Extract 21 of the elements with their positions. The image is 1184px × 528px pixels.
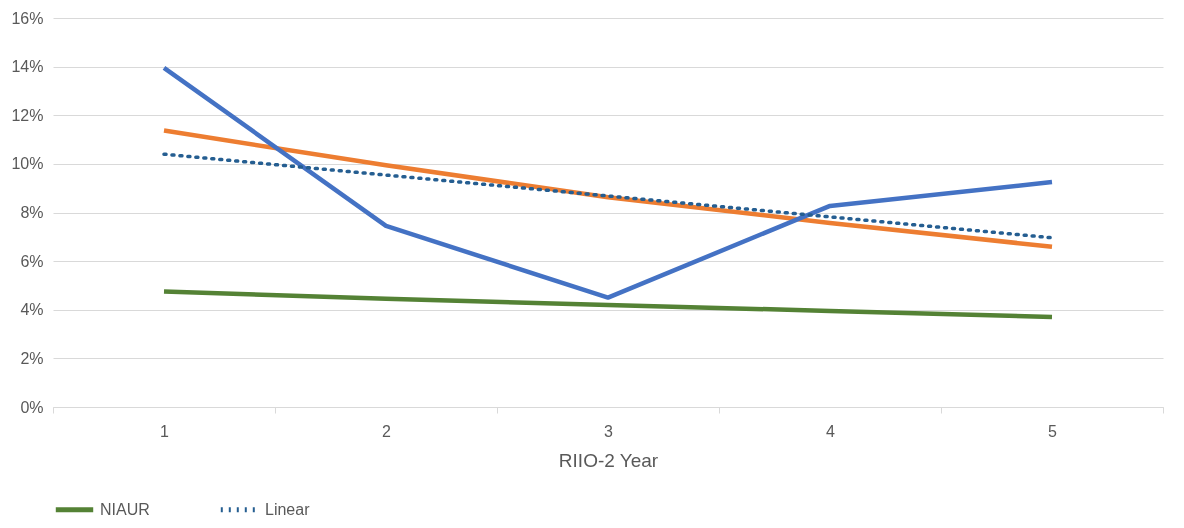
line-series xyxy=(161,289,1055,320)
y-tick-label: 4% xyxy=(20,301,44,319)
legend-label: NIAUR xyxy=(100,500,150,518)
line-series xyxy=(161,65,1055,300)
line-series xyxy=(162,152,1054,240)
x-tick-label: 3 xyxy=(604,422,614,440)
x-tick-label: 1 xyxy=(160,422,170,440)
y-tick-label: 2% xyxy=(20,349,44,367)
x-tick-label: 4 xyxy=(826,422,836,440)
x-axis-title: RIIO-2 Year xyxy=(558,449,659,471)
x-tick-label: 5 xyxy=(1048,422,1058,440)
y-tick-label: 8% xyxy=(20,204,44,221)
legend-label: Linear xyxy=(265,500,311,518)
y-tick-label: 10% xyxy=(11,155,44,173)
y-tick-label: 12% xyxy=(11,106,44,124)
y-tick-label: 16% xyxy=(11,9,44,27)
y-tick-label: 0% xyxy=(20,398,44,416)
x-tick-label: 2 xyxy=(382,422,392,440)
line-series xyxy=(161,128,1055,250)
y-tick-label: 14% xyxy=(11,58,44,76)
y-tick-label: 6% xyxy=(20,252,44,270)
